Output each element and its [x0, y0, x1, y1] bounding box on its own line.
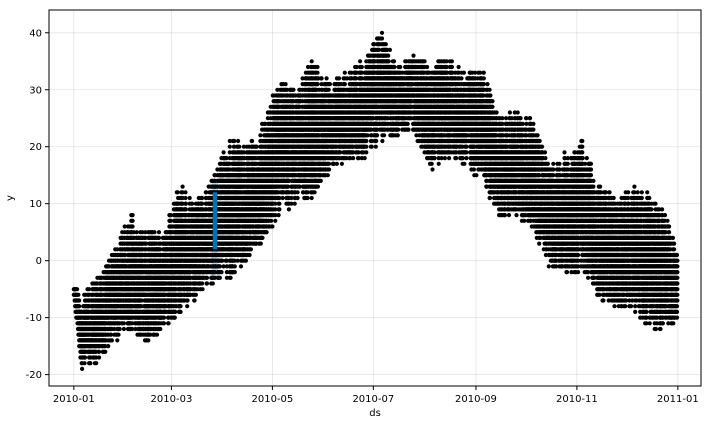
observation-point — [185, 304, 190, 309]
observation-point — [82, 355, 88, 360]
observation-point — [75, 287, 80, 292]
observation-point — [178, 309, 183, 314]
observation-point — [221, 150, 226, 155]
observation-point — [109, 332, 114, 337]
observation-point — [88, 361, 93, 366]
observation-point — [247, 252, 252, 258]
observation-point — [122, 224, 127, 229]
observation-point — [97, 355, 102, 360]
observation-point — [250, 138, 255, 144]
observation-point — [106, 344, 111, 349]
observation-point — [217, 275, 222, 280]
observation-point — [243, 258, 248, 263]
observation-point — [187, 195, 192, 201]
observation-point — [200, 195, 205, 201]
observation-point — [228, 275, 233, 280]
observation-point — [161, 321, 167, 326]
observation-point — [76, 292, 81, 297]
observation-point — [200, 201, 205, 206]
observation-point — [130, 218, 135, 223]
observation-point — [121, 321, 126, 326]
observation-point — [154, 332, 160, 337]
observation-point — [156, 235, 162, 240]
observation-point — [190, 201, 195, 206]
observation-point — [82, 361, 87, 366]
observation-point — [219, 270, 224, 275]
observation-point — [152, 230, 157, 235]
observation-point — [130, 224, 135, 229]
observation-point — [97, 349, 102, 354]
observation-point — [210, 281, 215, 286]
observation-point — [80, 366, 85, 371]
observation-point — [87, 287, 92, 292]
observation-point — [238, 264, 244, 269]
observation-point — [158, 326, 163, 332]
observation-point — [112, 326, 117, 332]
observation-point — [146, 338, 151, 343]
observation-point — [109, 338, 114, 343]
observation-point — [232, 138, 237, 144]
observation-point — [121, 326, 126, 332]
observation-point — [185, 298, 190, 303]
observation-point — [200, 281, 205, 286]
observation-point — [103, 349, 108, 354]
observation-point — [172, 315, 177, 320]
observation-point — [175, 190, 180, 195]
observation-point — [115, 338, 120, 343]
observation-point — [134, 230, 139, 235]
observation-point — [183, 195, 188, 201]
observation-point — [254, 144, 259, 149]
observation-point — [183, 201, 188, 206]
observation-point — [115, 247, 120, 252]
observation-point — [232, 264, 237, 269]
observation-point — [77, 304, 82, 309]
observation-point — [173, 309, 178, 314]
observation-point — [248, 247, 253, 252]
observation-point — [192, 298, 197, 303]
observation-point — [204, 275, 210, 280]
observation-point — [94, 361, 99, 366]
observation-point — [227, 144, 232, 149]
observation-point — [183, 190, 188, 195]
observation-point — [183, 207, 188, 212]
observation-point — [200, 287, 205, 292]
observation-point — [217, 264, 222, 269]
observation-point — [193, 292, 198, 297]
observations-layer — [71, 30, 680, 371]
observation-point — [236, 138, 241, 144]
observation-point — [77, 298, 82, 303]
observation-point — [130, 213, 135, 218]
observation-point — [166, 321, 171, 326]
observation-point — [116, 332, 121, 337]
observation-point — [180, 184, 185, 189]
observation-point — [237, 144, 242, 149]
observation-point — [103, 344, 108, 349]
observation-point — [156, 230, 162, 235]
observation-point — [117, 326, 122, 332]
observation-point — [161, 315, 167, 320]
observation-point — [232, 270, 237, 275]
observation-point — [94, 355, 99, 360]
observation-point — [123, 252, 128, 258]
observation-point — [178, 304, 183, 309]
observation-point — [204, 281, 210, 286]
